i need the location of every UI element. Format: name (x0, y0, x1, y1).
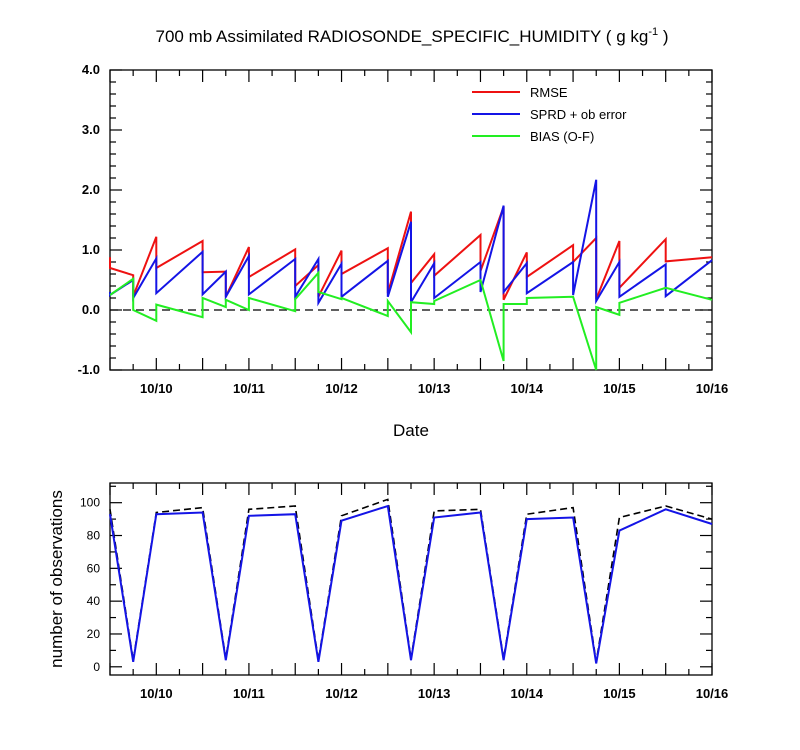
x-tick-label: 10/14 (510, 381, 543, 396)
x-tick-label: 10/16 (696, 686, 729, 701)
x-tick-label: 10/15 (603, 686, 636, 701)
x-tick-label: 10/14 (510, 686, 543, 701)
x-tick-label: 10/11 (233, 381, 265, 396)
y-axis-label: number of observations (47, 490, 66, 668)
x-axis-label: Date (393, 421, 429, 440)
y-tick-label: 80 (87, 529, 101, 543)
y-tick-label: 2.0 (82, 182, 100, 197)
x-tick-label: 10/10 (140, 381, 173, 396)
y-tick-label: 0 (93, 660, 100, 674)
chart-title-text: 700 mb Assimilated RADIOSONDE_SPECIFIC_H… (156, 27, 649, 46)
y-tick-label: -1.0 (78, 362, 100, 377)
y-tick-label: 100 (80, 496, 100, 510)
legend: RMSE SPRD + ob error BIAS (O-F) (472, 85, 627, 144)
chart-title: 700 mb Assimilated RADIOSONDE_SPECIFIC_H… (156, 26, 669, 46)
y-tick-label: 4.0 (82, 62, 100, 77)
x-tick-label: 10/13 (418, 381, 451, 396)
x-tick-label: 10/10 (140, 686, 173, 701)
x-tick-label: 10/13 (418, 686, 451, 701)
x-tick-label: 10/16 (696, 381, 729, 396)
series-line-sprd-ob-error (109, 179, 713, 307)
legend-label: BIAS (O-F) (530, 129, 594, 144)
chart-title-superscript: -1 (648, 26, 658, 38)
humidity-stats-panel: 10/10 10/11 10/12 10/13 10/14 10/15 10/16 -1.0 0… (78, 62, 729, 440)
series-line-0 (109, 498, 713, 663)
x-tick-label: 10/15 (603, 381, 636, 396)
x-tick-label: 10/11 (233, 686, 265, 701)
legend-label: RMSE (530, 85, 568, 100)
series-line-bias-o-f (109, 270, 713, 371)
legend-label: SPRD + ob error (530, 107, 627, 122)
y-tick-label: 60 (87, 561, 101, 575)
y-tick-label: 20 (87, 627, 101, 641)
y-tick-label: 0.0 (82, 302, 100, 317)
series-line-1 (109, 504, 713, 664)
x-tick-label: 10/12 (325, 381, 358, 396)
y-tick-label: 40 (87, 594, 101, 608)
observations-count-panel: 10/10 10/11 10/12 10/13 10/14 10/15 10/16 0 20 40… (47, 482, 729, 701)
y-tick-label: 3.0 (82, 122, 100, 137)
chart-title-suffix: ) (658, 27, 668, 46)
y-tick-label: 1.0 (82, 242, 100, 257)
x-tick-label: 10/12 (325, 686, 358, 701)
